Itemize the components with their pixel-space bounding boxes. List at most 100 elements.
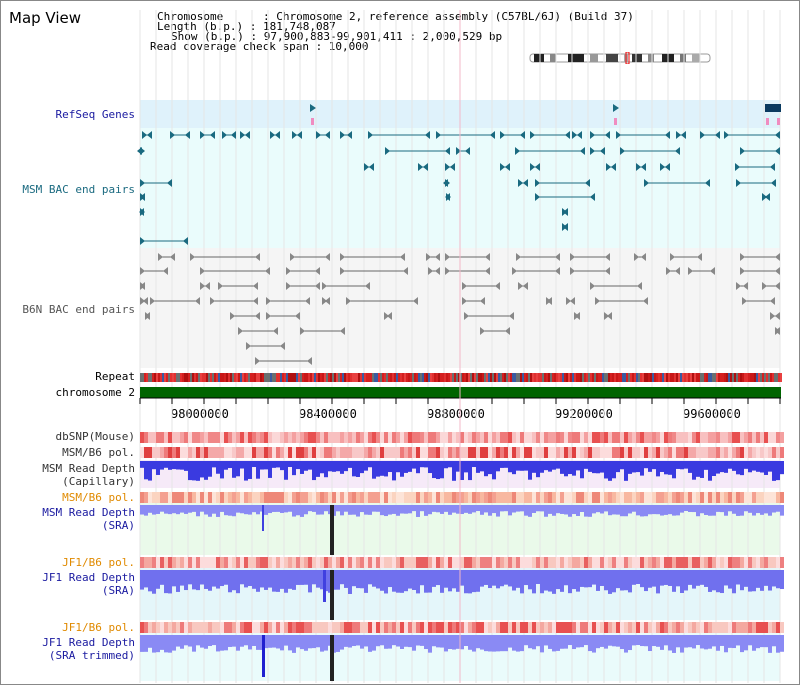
repeat-segment [440, 373, 442, 382]
msm-sra-depth-bar [428, 505, 432, 515]
track-label-jf1-b6-pol-1[interactable]: JF1/B6 pol. [62, 556, 135, 569]
jf1-b6-pol-cell [332, 557, 336, 568]
msm-sra-depth-bar [200, 505, 204, 512]
jf1-b6-pol2-cell [488, 622, 492, 633]
msm-bac-end [445, 147, 450, 155]
dbsnp-cell [584, 432, 588, 443]
msm-b6-pol-cell [752, 447, 756, 458]
jf1-trim-depth-bar [140, 635, 144, 652]
msm-capillary-depth-bar [324, 461, 328, 478]
ruler-tick-label: 98800000 [427, 407, 485, 421]
jf1-b6-pol2-cell [152, 622, 156, 633]
track-label-msm-b6-pol-1[interactable]: MSM/B6 pol. [62, 446, 135, 459]
dbsnp-cell [484, 432, 488, 443]
track-label-msm-read-depth-sra[interactable]: MSM Read Depth [42, 506, 135, 519]
jf1-sra-depth-bar [176, 570, 180, 592]
track-label-jf1-read-depth-sra[interactable]: JF1 Read Depth [42, 571, 135, 584]
msm-capillary-depth-bar [484, 461, 488, 477]
msm-b6-pol-cell [580, 447, 584, 458]
b6n-bac-end [590, 282, 595, 290]
msm-sra-depth-bar [716, 505, 720, 512]
msm-capillary-depth-bar [636, 461, 640, 473]
msm-b6-pol-cell [768, 447, 772, 458]
jf1-b6-pol2-cell [148, 622, 152, 633]
msm-b6-pol2-cell [172, 492, 176, 503]
repeat-segment [252, 373, 254, 382]
jf1-trim-depth-bar [700, 635, 704, 649]
repeat-segment [700, 373, 702, 382]
jf1-b6-pol-cell [404, 557, 408, 568]
jf1-b6-pol2-cell [236, 622, 240, 633]
jf1-b6-pol2-cell [548, 622, 552, 633]
jf1-b6-pol2-cell [612, 622, 616, 633]
track-label-dbsnp[interactable]: dbSNP(Mouse) [55, 430, 135, 443]
msm-b6-pol2-cell [384, 492, 388, 503]
dbsnp-cell [316, 432, 320, 443]
jf1-sra-depth-bar [392, 570, 396, 592]
repeat-segment [308, 373, 310, 382]
jf1-b6-pol2-cell [440, 622, 444, 633]
jf1-b6-pol-cell [528, 557, 532, 568]
repeat-segment [230, 373, 232, 382]
jf1-b6-pol2-cell [320, 622, 324, 633]
msm-sra-depth-bar [448, 505, 452, 515]
track-label-repeat[interactable]: Repeat [95, 370, 135, 383]
track-label-b6n-bac-end-pairs[interactable]: B6N BAC end pairs [22, 303, 135, 316]
jf1-sra-depth-bar [268, 570, 272, 588]
dbsnp-cell [216, 432, 220, 443]
jf1-b6-pol-cell [376, 557, 380, 568]
repeat-segment [194, 373, 196, 382]
dbsnp-cell [720, 432, 724, 443]
msm-sra-depth-bar [236, 505, 240, 513]
dbsnp-cell [232, 432, 236, 443]
msm-sra-depth-bar [256, 505, 260, 515]
msm-b6-pol-cell [776, 447, 780, 458]
msm-b6-pol-cell [260, 447, 264, 458]
jf1-b6-pol-cell [524, 557, 528, 568]
dbsnp-cell [164, 432, 168, 443]
dbsnp-cell [608, 432, 612, 443]
msm-b6-pol2-cell [288, 492, 292, 503]
jf1-trim-depth-bar [664, 635, 668, 646]
repeat-segment [680, 373, 682, 382]
msm-capillary-depth-bar [424, 461, 428, 468]
jf1-sra-depth-bar [752, 570, 756, 592]
jf1-sra-depth-bar [276, 570, 280, 592]
msm-sra-depth-bar [664, 505, 668, 515]
msm-b6-pol-cell [388, 447, 392, 458]
jf1-sra-depth-bar [520, 570, 524, 594]
msm-sra-depth-bar [304, 505, 308, 515]
repeat-segment [142, 373, 144, 382]
msm-b6-pol-cell [528, 447, 532, 458]
msm-b6-pol2-cell [712, 492, 716, 503]
msm-capillary-depth-bar [144, 461, 148, 480]
jf1-sra-depth-bar [156, 570, 160, 589]
jf1-b6-pol-cell [672, 557, 676, 568]
msm-capillary-depth-bar [192, 461, 196, 481]
jf1-b6-pol-cell [304, 557, 308, 568]
track-label-chromosome[interactable]: chromosome 2 [55, 386, 135, 399]
jf1-b6-pol-cell [152, 557, 156, 568]
depth-spike-dark [330, 635, 334, 681]
jf1-b6-pol2-cell [552, 622, 556, 633]
msm-bac-end [490, 131, 495, 139]
msm-bac-end [665, 163, 670, 171]
b6n-bac-end [516, 253, 521, 261]
msm-b6-pol-cell [268, 447, 272, 458]
b6n-bac-end [238, 327, 243, 335]
track-label-refseq-genes[interactable]: RefSeq Genes [55, 108, 135, 121]
track-label-msm-bac-end-pairs[interactable]: MSM BAC end pairs [22, 183, 135, 196]
repeat-segment [326, 373, 328, 382]
jf1-b6-pol-cell [604, 557, 608, 568]
msm-bac-end [620, 147, 625, 155]
b6n-bac-end [255, 357, 260, 365]
b6n-bac-end [315, 267, 320, 275]
dbsnp-cell [760, 432, 764, 443]
track-label-msm-read-depth-capillary[interactable]: MSM Read Depth [42, 462, 135, 475]
jf1-trim-depth-bar [776, 635, 780, 653]
track-label-jf1-b6-pol-2[interactable]: JF1/B6 pol. [62, 621, 135, 634]
track-label-jf1-read-depth-trimmed[interactable]: JF1 Read Depth [42, 636, 135, 649]
track-label-msm-b6-pol-2[interactable]: MSM/B6 pol. [62, 491, 135, 504]
b6n-bac-end [307, 357, 312, 365]
